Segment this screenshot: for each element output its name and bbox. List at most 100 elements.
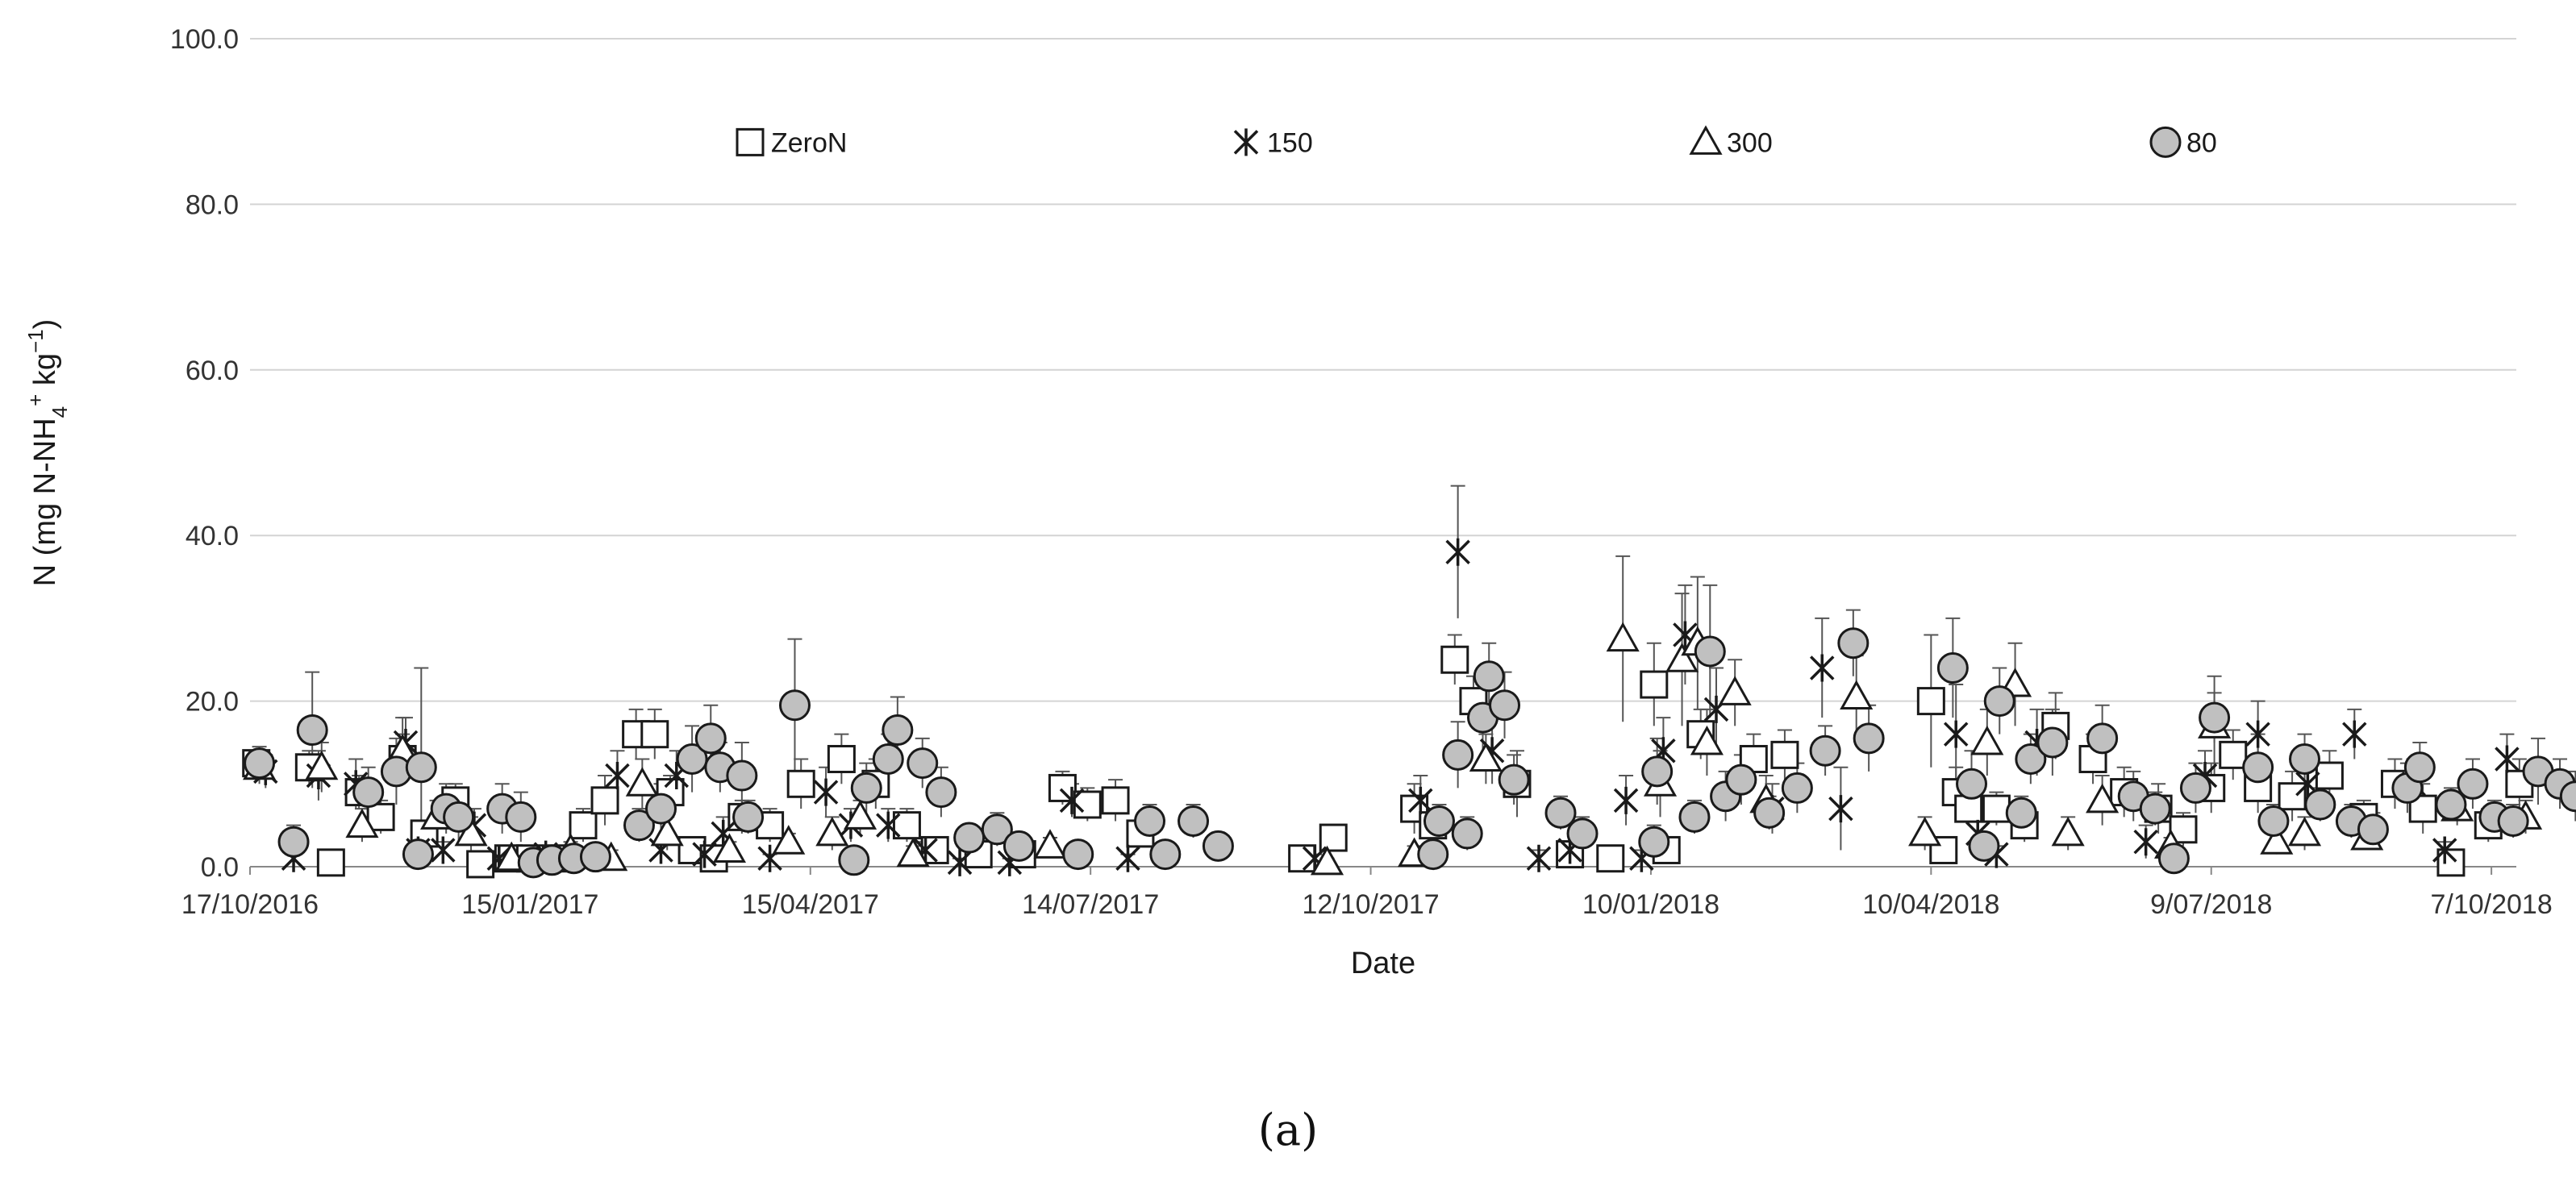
point-150 <box>1810 654 1835 682</box>
data-markers <box>242 538 2576 879</box>
point-80 <box>244 747 276 780</box>
point-80 <box>352 776 385 809</box>
point-80 <box>1725 764 1757 796</box>
point-150 <box>1828 795 1853 823</box>
x-tick-label: 17/10/2016 <box>181 889 319 920</box>
point-150 <box>1115 844 1140 872</box>
legend-marker-zeron <box>736 127 765 156</box>
point-zeron <box>1288 844 1317 873</box>
point-80 <box>726 759 758 792</box>
x-axis-label: Date <box>1351 947 1415 980</box>
point-80 <box>2257 805 2290 838</box>
point-80 <box>2139 793 2171 825</box>
point-150 <box>431 836 456 864</box>
point-80 <box>907 747 939 780</box>
y-label-unit-sup: −1 <box>23 329 48 353</box>
y-label-main: N (mg N-NH <box>28 418 62 586</box>
point-300 <box>625 767 659 797</box>
x-tick-label: 10/01/2018 <box>1582 889 1719 920</box>
point-80 <box>443 801 475 833</box>
point-80 <box>505 801 537 833</box>
point-zeron <box>2315 761 2344 790</box>
point-80 <box>2289 743 2321 775</box>
point-80 <box>296 714 328 747</box>
point-300 <box>454 816 488 847</box>
point-150 <box>2432 836 2457 864</box>
point-80 <box>694 722 727 755</box>
y-tick-label: 100.0 <box>170 24 239 55</box>
point-80 <box>579 841 611 873</box>
point-zeron <box>1101 786 1130 815</box>
point-150 <box>947 848 973 876</box>
point-80 <box>2199 701 2231 734</box>
point-zeron <box>466 850 495 879</box>
point-300 <box>896 837 930 868</box>
point-80 <box>1968 830 2000 862</box>
x-tick-label: 10/04/2018 <box>1862 889 1999 920</box>
y-tick-label: 80.0 <box>185 189 239 220</box>
point-zeron <box>2219 740 2248 769</box>
point-80 <box>1149 838 1182 871</box>
point-zeron <box>1916 687 1945 716</box>
x-tick-label: 9/07/2018 <box>2150 889 2272 920</box>
y-label-sup: + <box>23 394 48 406</box>
point-zeron <box>569 811 598 840</box>
point-80 <box>872 743 904 775</box>
point-80 <box>2242 751 2274 784</box>
y-tick-label: 20.0 <box>185 687 239 718</box>
point-zeron <box>366 802 395 831</box>
point-300 <box>1690 725 1724 755</box>
point-150 <box>1445 538 1470 566</box>
point-zeron <box>1982 794 2011 823</box>
point-300 <box>345 808 379 838</box>
point-80 <box>1638 826 1670 858</box>
y-label-unit: kg <box>28 353 62 394</box>
point-150 <box>605 762 630 790</box>
x-tick-label: 12/10/2017 <box>1302 889 1439 920</box>
legend-label-80: 80 <box>2186 127 2217 158</box>
point-150 <box>1943 720 1969 748</box>
point-80 <box>1134 805 1166 838</box>
point-80 <box>838 844 870 876</box>
legend-item-150: 150 <box>1233 127 1313 158</box>
point-300 <box>1718 676 1752 705</box>
point-300 <box>1840 680 1874 709</box>
point-80 <box>981 813 1013 846</box>
point-80 <box>1936 652 1969 684</box>
point-80 <box>277 826 310 858</box>
x-tick-label: 15/04/2017 <box>742 889 879 920</box>
y-tick-label: 0.0 <box>201 852 239 883</box>
point-300 <box>1665 643 1699 672</box>
point-80 <box>645 793 677 825</box>
point-80 <box>405 751 437 784</box>
point-150 <box>813 778 839 806</box>
point-300 <box>1033 829 1067 859</box>
gridlines <box>250 38 2516 702</box>
legend-label-300: 300 <box>1727 127 1773 158</box>
point-80 <box>402 838 434 871</box>
x-tick-label: 15/01/2017 <box>461 889 598 920</box>
point-80 <box>1002 830 1035 862</box>
point-80 <box>2005 797 2037 829</box>
point-80 <box>623 809 655 842</box>
point-80 <box>1853 722 1885 755</box>
point-80 <box>1062 838 1094 871</box>
point-80 <box>1566 818 1599 850</box>
point-zeron <box>590 786 619 815</box>
point-80 <box>778 689 811 722</box>
point-300 <box>1970 725 2004 755</box>
point-80 <box>1694 635 1726 668</box>
point-300 <box>2051 816 2085 847</box>
point-80 <box>2435 788 2467 821</box>
point-300 <box>2287 816 2322 847</box>
point-zeron <box>827 744 856 773</box>
point-80 <box>1417 838 1449 871</box>
point-300 <box>712 833 746 863</box>
y-label-sub: 4 <box>48 406 72 418</box>
point-80 <box>925 776 957 809</box>
point-zeron <box>1770 740 1799 769</box>
point-80 <box>1473 660 1505 693</box>
point-zeron <box>1596 844 1625 873</box>
figure-caption: (a) <box>1258 1105 1318 1155</box>
y-tick-label: 60.0 <box>185 356 239 386</box>
